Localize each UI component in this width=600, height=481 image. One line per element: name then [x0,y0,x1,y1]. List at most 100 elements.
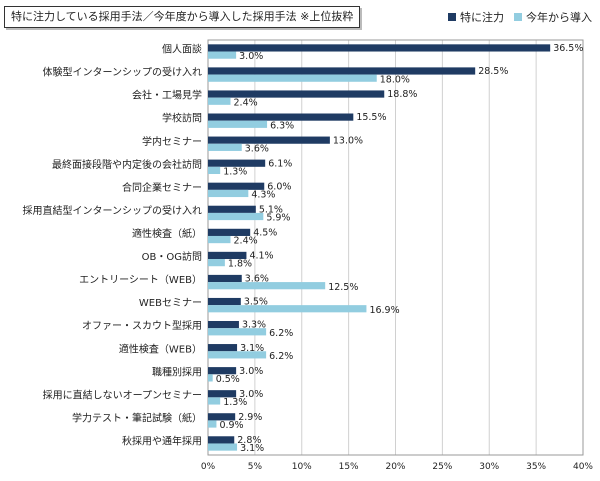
legend-swatch-series1 [448,13,456,21]
data-label-series2: 1.3% [223,167,247,178]
bar-series1 [208,436,235,444]
x-tick-label: 0% [201,462,216,472]
data-label-series1: 5.1% [259,204,283,215]
bar-series2 [208,212,264,221]
data-label-series1: 2.8% [237,435,261,446]
x-tick-label: 40% [573,462,593,472]
data-label-series1: 3.5% [244,297,268,308]
bar-series2 [208,282,326,290]
data-label-series1: 3.1% [240,343,264,354]
x-tick-label: 10% [292,462,312,472]
bar-series2 [208,397,221,405]
bar-series1 [208,205,256,213]
category-label: 適性検査（紙） [132,227,202,240]
data-label-series2: 4.3% [251,190,275,201]
data-label-series2: 2.4% [234,97,258,108]
data-label-series1: 18.8% [387,89,417,100]
bar-series1 [208,390,237,398]
data-label-series1: 4.5% [253,227,277,238]
category-label: エントリーシート（WEB） [79,274,202,286]
data-label-series2: 1.8% [228,259,252,270]
data-label-series1: 15.5% [356,112,386,123]
data-label-series2: 0.9% [219,420,243,431]
bar-series2 [208,374,213,382]
data-label-series2: 3.6% [245,143,269,154]
bar-series1 [208,90,385,98]
data-label-series2: 12.5% [328,282,358,293]
category-label: 学力テスト・筆記試験（紙） [72,411,202,424]
bar-series2 [208,351,267,359]
bar-series1 [208,344,238,352]
bar-series2 [208,166,221,175]
data-label-series2: 3.1% [240,443,264,454]
bar-series1 [208,159,266,167]
category-label: OB・OG訪問 [142,250,202,263]
x-tick-label: 20% [385,462,405,472]
data-label-series2: 6.2% [269,328,293,339]
x-tick-label: 30% [479,462,499,472]
legend-label-series2: 今年から導入 [526,11,592,24]
bar-series2 [208,305,367,313]
legend: 特に注力 今年から導入 [448,9,592,25]
bar-series1 [208,136,330,144]
category-label: 体験型インターンシップの受け入れ [43,66,203,79]
bar-series1 [208,44,551,52]
x-tick-label: 15% [339,462,359,472]
data-label-series1: 28.5% [478,66,508,77]
data-label-series1: 3.0% [239,366,263,377]
category-label: 職種別採用 [152,365,202,378]
category-label: 学校訪問 [162,112,202,125]
category-label: 最終面接段階や内定後の会社訪問 [52,158,202,171]
bar-series1 [208,367,237,375]
bar-series1 [208,113,354,121]
plot-area [207,39,584,456]
data-label-series2: 3.0% [239,51,263,62]
bar-series2 [208,420,217,428]
data-label-series1: 3.6% [245,274,269,285]
data-label-series2: 6.3% [270,120,294,131]
data-label-series1: 4.1% [249,251,273,262]
category-label: 合同企業セミナー [122,181,202,194]
x-tick-label: 35% [526,462,546,472]
bar-series1 [208,413,236,421]
data-label-series2: 2.4% [234,236,258,247]
category-label: 会社・工場見学 [132,89,202,102]
bar-series1 [208,67,476,75]
data-label-series1: 2.9% [238,412,262,423]
legend-swatch-series2 [514,13,522,21]
data-label-series2: 18.0% [380,74,410,85]
bar-series2 [208,51,237,59]
category-label: 採用直結型インターンシップの受け入れ [23,204,203,217]
legend-label-series1: 特に注力 [460,11,504,24]
bar-series2 [208,189,249,198]
category-label: オファー・スカウト型採用 [82,319,202,332]
category-label: 適性検査（WEB） [119,342,202,355]
category-label: WEBセミナー [139,297,202,309]
bar-series1 [208,182,265,190]
bar-series1 [208,274,242,283]
data-label-series1: 3.0% [239,389,263,400]
data-label-series2: 0.5% [216,374,240,385]
bar-series2 [208,443,238,451]
bar-series1 [208,320,239,329]
data-label-series2: 1.3% [223,397,247,408]
chart-title: 特に注力している採用手法／今年度から導入した採用手法 ※上位抜粋 [4,6,361,28]
bar-series2 [208,97,231,105]
bar-series1 [208,228,251,236]
bar-series1 [208,251,247,260]
bar-series2 [208,328,267,336]
category-label: 学内セミナー [142,135,202,148]
legend-item-series2: 今年から導入 [514,9,592,25]
bar-series2 [208,235,231,244]
data-label-series2: 6.2% [269,351,293,362]
bar-series2 [208,120,268,128]
category-label: 採用に直結しないオープンセミナー [43,388,202,401]
bar-series1 [208,297,241,306]
data-label-series1: 36.5% [553,43,583,54]
data-label-series2: 5.9% [266,213,290,224]
category-label: 個人面談 [162,43,202,56]
bar-series2 [208,74,377,82]
data-label-series1: 6.0% [267,181,291,192]
bar-series2 [208,259,225,267]
